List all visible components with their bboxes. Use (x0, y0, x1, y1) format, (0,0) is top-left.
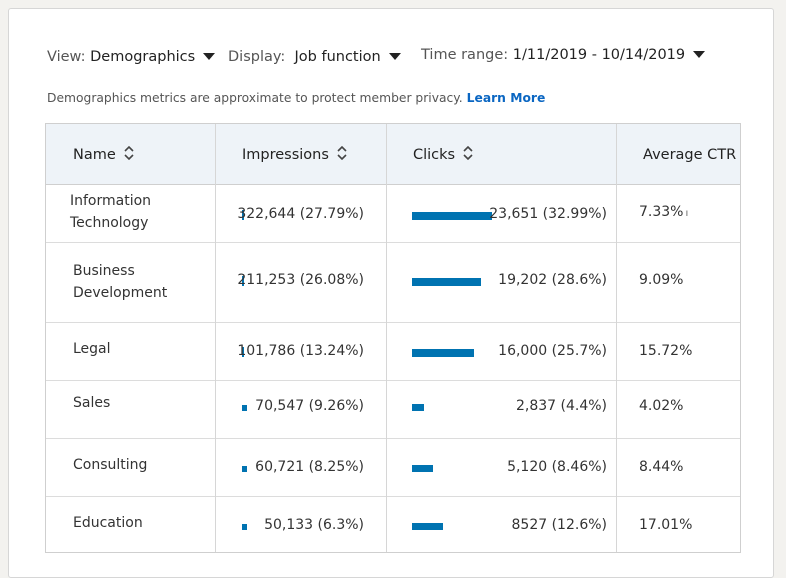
display-label: Display: (228, 49, 286, 65)
row-name: Legal (73, 341, 111, 357)
impressions-value: 101,786 (13.24%) (237, 343, 364, 359)
display-value: Job function (294, 49, 381, 65)
ctr-text: 4.02% (639, 398, 684, 414)
table-row: Sales 70,547 (9.26%) 2,837 (4.4%) 4.02% (46, 380, 740, 439)
clicks-value: 8527 (12.6%) (511, 517, 607, 533)
row-name: Consulting (73, 457, 148, 473)
column-header-ctr[interactable]: Average CTR (643, 124, 736, 184)
column-header-clicks[interactable]: Clicks (413, 124, 473, 184)
clicks-bar (412, 523, 443, 530)
impressions-value: 60,721 (8.25%) (255, 459, 364, 475)
clicks-bar (412, 465, 433, 472)
ctr-text: 15.72% (639, 343, 693, 359)
impressions-bar (242, 466, 247, 472)
clicks-value: 5,120 (8.46%) (507, 459, 607, 475)
column-header-label: Name (73, 147, 116, 163)
column-divider (215, 124, 216, 552)
ctr-mark: ı (685, 208, 689, 219)
impressions-value: 70,547 (9.26%) (255, 398, 364, 414)
ctr-value: 7.33% ı (639, 204, 688, 220)
privacy-note: Demographics metrics are approximate to … (47, 91, 545, 105)
clicks-bar (412, 212, 492, 220)
column-header-label: Impressions (242, 147, 329, 163)
table-row: Education 50,133 (6.3%) 8527 (12.6%) 17.01% (46, 496, 740, 552)
ctr-value: 9.09% (639, 272, 683, 288)
row-name: Education (73, 515, 143, 531)
impressions-bar (242, 347, 244, 357)
ctr-value: 15.72% (639, 343, 692, 359)
time-range-dropdown[interactable]: Time range: 1/11/2019 - 10/14/2019 (421, 47, 706, 63)
ctr-text: 9.09% (639, 272, 684, 288)
column-divider (386, 124, 387, 552)
column-header-label: Average CTR (643, 147, 737, 163)
ctr-value: 17.01% (639, 517, 692, 533)
table-header: Name Impressions Clicks Average CTR (46, 124, 740, 185)
learn-more-link[interactable]: Learn More (466, 91, 546, 105)
column-header-label: Clicks (413, 147, 456, 163)
clicks-bar (412, 349, 474, 357)
chevron-down-icon (388, 52, 401, 60)
analytics-card: View: Demographics Display: Job function… (8, 8, 774, 578)
privacy-note-text: Demographics metrics are approximate to … (47, 91, 463, 105)
table-row: Consulting 60,721 (8.25%) 5,120 (8.46%) 8.4… (46, 438, 740, 497)
clicks-value: 19,202 (28.6%) (498, 272, 607, 288)
column-header-name[interactable]: Name (73, 124, 134, 184)
column-header-impressions[interactable]: Impressions (242, 124, 347, 184)
clicks-bar (412, 278, 481, 286)
sort-icon (124, 146, 134, 160)
impressions-bar (242, 210, 244, 220)
impressions-value: 322,644 (27.79%) (237, 206, 364, 222)
ctr-text: 17.01% (639, 517, 693, 533)
view-value: Demographics (90, 49, 196, 65)
clicks-value: 23,651 (32.99%) (489, 206, 607, 222)
row-name: Business Development (73, 263, 168, 301)
ctr-value: 8.44% (639, 459, 683, 475)
sort-icon (463, 146, 473, 160)
sort-icon (337, 146, 347, 160)
impressions-value: 50,133 (6.3%) (264, 517, 364, 533)
row-name: Information Technology (70, 193, 152, 231)
ctr-text: 8.44% (639, 459, 684, 475)
impressions-value: 211,253 (26.08%) (237, 272, 364, 288)
view-label: View: (47, 49, 86, 65)
row-name: Sales (73, 395, 111, 411)
table-row: Information Technology 322,644 (27.79%) 23… (46, 184, 740, 243)
ctr-value: 4.02% (639, 398, 683, 414)
display-dropdown[interactable]: Display: Job function (228, 49, 401, 65)
chevron-down-icon (693, 50, 706, 58)
impressions-bar (242, 405, 247, 411)
column-divider (616, 124, 617, 552)
ctr-text: 7.33% (639, 204, 684, 220)
clicks-bar (412, 404, 424, 411)
impressions-bar (242, 276, 244, 286)
clicks-value: 2,837 (4.4%) (515, 398, 607, 414)
clicks-value: 16,000 (25.7%) (498, 343, 607, 359)
chevron-down-icon (203, 52, 216, 60)
time-range-label: Time range: (421, 47, 509, 63)
time-range-value: 1/11/2019 - 10/14/2019 (512, 47, 686, 63)
view-dropdown[interactable]: View: Demographics (47, 49, 216, 65)
impressions-bar (242, 524, 247, 530)
demographics-table: Name Impressions Clicks Average CTR Info… (45, 123, 741, 553)
table-row: Legal 101,786 (13.24%) 16,000 (25.7%) 15.72… (46, 322, 740, 381)
table-row: Business Development 211,253 (26.08%) 19,2… (46, 242, 740, 323)
